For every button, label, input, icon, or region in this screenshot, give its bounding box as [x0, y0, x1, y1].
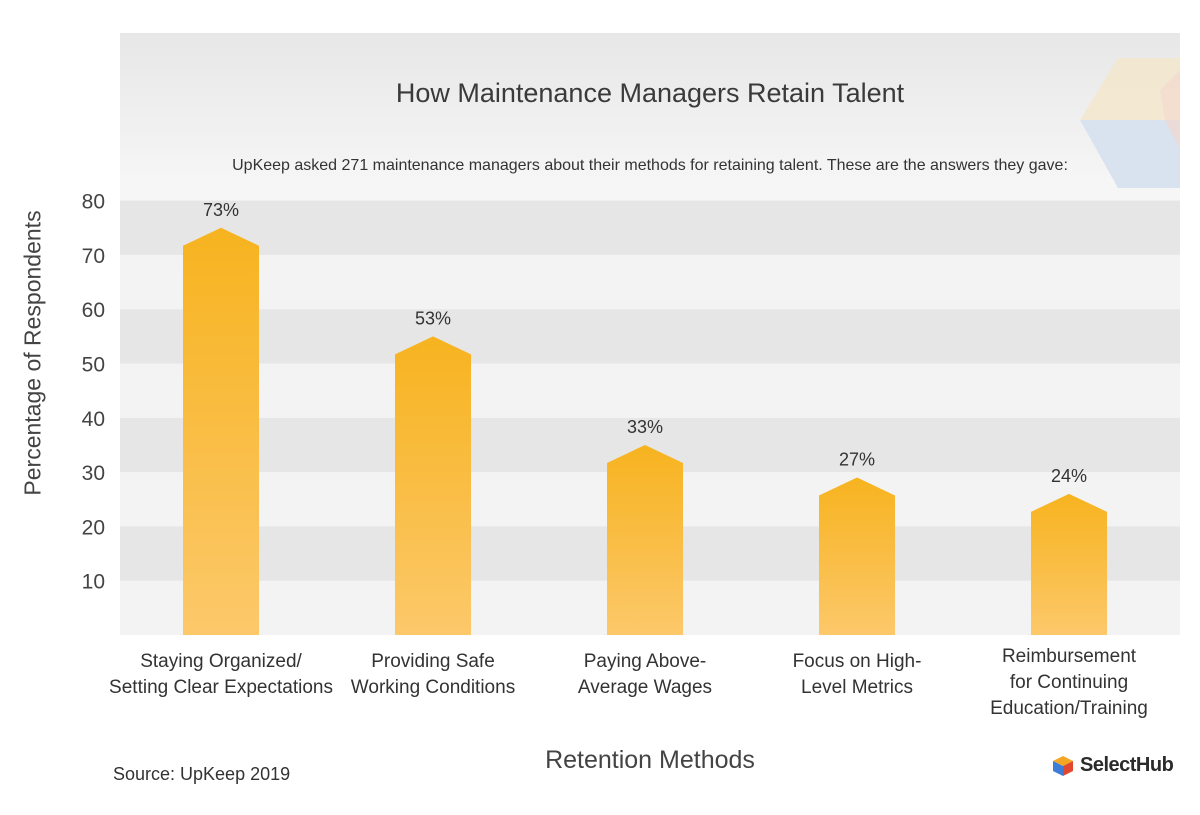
data-label: 24% [1051, 466, 1087, 486]
bar [819, 477, 895, 635]
y-tick-label: 30 [82, 462, 105, 485]
category-label: Providing Safe Working Conditions [350, 651, 516, 698]
bar [395, 336, 471, 635]
grid-band [120, 200, 1180, 255]
grid-band [120, 309, 1180, 364]
category-label: Reimbursement for Continuing Education/T… [990, 646, 1148, 719]
grid-band [120, 363, 1180, 418]
y-tick-label: 60 [82, 299, 105, 322]
source-note: Source: UpKeep 2019 [113, 764, 291, 784]
data-label: 73% [203, 200, 239, 220]
data-label: 27% [839, 450, 875, 470]
brand-name: SelectHub [1080, 754, 1174, 776]
category-label: Staying Organized/ Setting Clear Expecta… [109, 651, 333, 698]
category-label: Paying Above- Average Wages [577, 651, 713, 698]
y-tick-label: 50 [82, 354, 105, 377]
category-label: Focus on High- Level Metrics [792, 651, 922, 698]
data-label: 33% [627, 417, 663, 437]
x-axis-label: Retention Methods [545, 746, 755, 774]
chart-subtitle: UpKeep asked 271 maintenance managers ab… [232, 157, 1068, 174]
selecthub-cube-icon [1053, 755, 1073, 776]
selecthub-logo: SelectHub [1052, 754, 1174, 777]
y-tick-label: 40 [82, 408, 105, 431]
y-tick-label: 20 [82, 516, 105, 539]
y-tick-label: 10 [82, 571, 105, 594]
data-label: 53% [415, 308, 451, 328]
chart-title: How Maintenance Managers Retain Talent [395, 78, 905, 108]
y-axis-label: Percentage of Respondents [19, 210, 46, 496]
y-tick-label: 70 [82, 245, 105, 268]
bar [183, 227, 259, 635]
bar [1031, 493, 1107, 635]
bar [607, 444, 683, 635]
y-tick-label: 80 [82, 191, 105, 214]
grid-band [120, 254, 1180, 310]
